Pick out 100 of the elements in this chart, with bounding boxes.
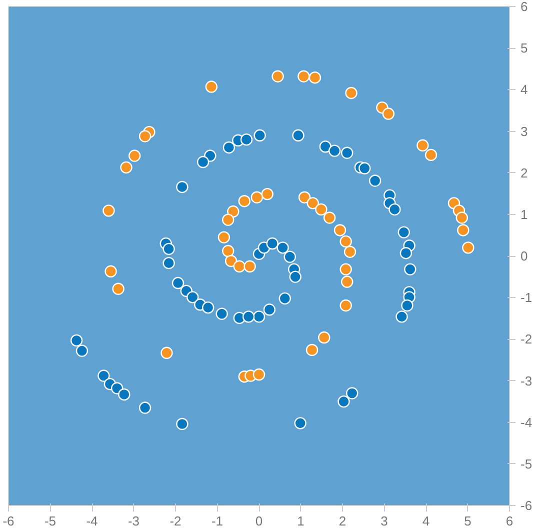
- point: [138, 402, 152, 414]
- point: [345, 86, 358, 100]
- point: [176, 180, 188, 194]
- point: [272, 70, 284, 82]
- y-tick-label: -3: [520, 373, 532, 388]
- point: [340, 263, 352, 276]
- x-tick-label: -5: [44, 514, 56, 528]
- point: [401, 299, 414, 312]
- point: [261, 188, 274, 200]
- y-tick-label: 5: [520, 40, 528, 56]
- point: [396, 310, 408, 323]
- point: [162, 242, 175, 256]
- point: [368, 174, 382, 187]
- point: [227, 205, 240, 218]
- point: [289, 270, 302, 283]
- y-tick-label: 2: [520, 165, 528, 180]
- point: [238, 195, 250, 208]
- point: [76, 344, 88, 357]
- x-tick-label: 2: [338, 514, 346, 528]
- y-tick-label: -1: [520, 290, 532, 306]
- point: [254, 129, 266, 142]
- point: [222, 244, 234, 258]
- x-tick-label: 0: [255, 514, 263, 528]
- y-tick-label: 3: [520, 124, 528, 139]
- point: [263, 304, 276, 316]
- point: [172, 276, 184, 290]
- point: [308, 72, 322, 84]
- y-tick-label: -5: [520, 456, 532, 472]
- point: [104, 265, 117, 278]
- point: [222, 214, 234, 226]
- point: [456, 212, 468, 224]
- point: [70, 334, 83, 347]
- point: [358, 162, 371, 174]
- point: [242, 310, 255, 323]
- y-tick-label: -4: [520, 414, 532, 430]
- x-tick-label: -6: [2, 514, 14, 528]
- point: [276, 242, 289, 254]
- point: [240, 133, 253, 146]
- point: [162, 256, 175, 270]
- point: [292, 129, 304, 142]
- point: [284, 250, 296, 263]
- point: [120, 161, 132, 174]
- point: [294, 417, 306, 430]
- point: [224, 254, 238, 268]
- y-tick-label: -2: [520, 332, 532, 347]
- point: [160, 346, 173, 359]
- point: [252, 310, 266, 323]
- point: [176, 418, 188, 430]
- x-tick-label: -4: [86, 514, 98, 528]
- point: [278, 292, 291, 305]
- point: [205, 80, 218, 93]
- point: [318, 331, 330, 344]
- y-tick-label: 6: [520, 0, 528, 14]
- point: [298, 191, 311, 204]
- x-tick-label: 4: [422, 514, 430, 528]
- point: [118, 388, 130, 401]
- point: [112, 282, 124, 295]
- point: [328, 144, 341, 157]
- point: [216, 308, 228, 320]
- point: [315, 203, 328, 216]
- point: [457, 224, 470, 236]
- point: [323, 212, 336, 224]
- y-tick-label: 0: [520, 248, 528, 264]
- point: [102, 204, 115, 217]
- point: [222, 141, 236, 154]
- point: [128, 150, 141, 162]
- x-tick-label: -3: [128, 514, 140, 528]
- point: [244, 260, 256, 272]
- y-tick-label: 4: [520, 82, 528, 98]
- point: [398, 226, 410, 238]
- point: [202, 301, 214, 314]
- point: [138, 130, 152, 142]
- point: [250, 191, 264, 204]
- point: [382, 108, 395, 120]
- y-tick-label: -6: [520, 498, 532, 513]
- point: [298, 70, 310, 82]
- point: [319, 140, 332, 153]
- point: [252, 368, 266, 381]
- point: [346, 387, 358, 400]
- point: [306, 197, 319, 210]
- point: [400, 247, 412, 260]
- point: [266, 237, 278, 250]
- point: [196, 156, 210, 168]
- point: [462, 242, 474, 254]
- point: [98, 370, 110, 382]
- y-tick-label: 1: [520, 206, 528, 222]
- point: [338, 395, 350, 408]
- x-tick-label: 3: [380, 514, 388, 528]
- point: [344, 246, 356, 258]
- point: [233, 260, 246, 272]
- point: [186, 291, 199, 304]
- point: [404, 263, 416, 276]
- point: [424, 148, 438, 162]
- x-tick-label: 1: [297, 514, 304, 528]
- x-tick-label: 5: [464, 514, 472, 528]
- x-tick-label: -1: [211, 514, 224, 528]
- point: [306, 344, 318, 356]
- point: [388, 203, 401, 216]
- point: [340, 235, 352, 248]
- point: [334, 224, 346, 236]
